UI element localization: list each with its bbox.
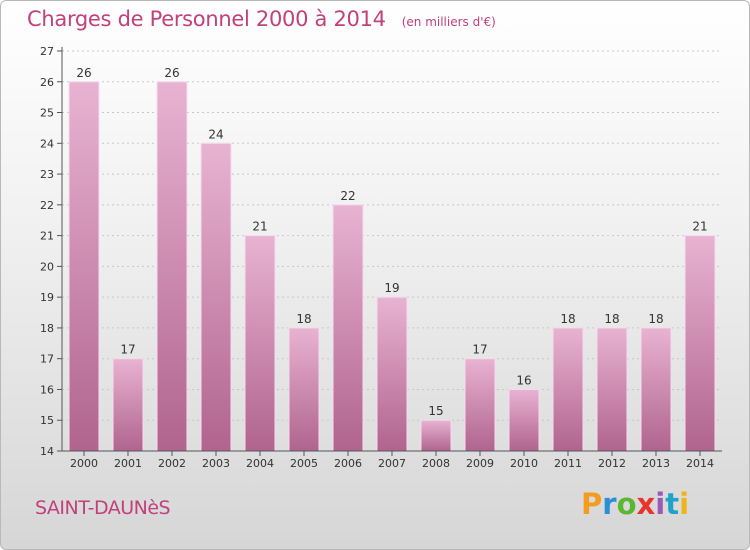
data-label: 17 <box>472 343 487 357</box>
brand-logo: Proxiti <box>581 487 689 521</box>
data-label: 18 <box>296 312 311 326</box>
x-tick-label: 2003 <box>202 457 230 470</box>
data-label: 21 <box>692 220 707 234</box>
y-tick-label: 23 <box>40 168 54 181</box>
y-tick-label: 25 <box>40 107 54 120</box>
bar-2014 <box>684 235 716 452</box>
brand-letter: P <box>581 487 603 521</box>
title-line: Charges de Personnel 2000 à 2014 (en mill… <box>27 7 496 31</box>
x-tick-label: 2001 <box>114 457 142 470</box>
place-name: SAINT-DAUNèS <box>35 497 171 519</box>
bar-2006 <box>332 204 364 452</box>
bar-2004 <box>244 235 276 452</box>
x-tick-label: 2009 <box>466 457 494 470</box>
bar-2005 <box>288 327 320 452</box>
x-tick-label: 2013 <box>642 457 670 470</box>
data-label: 21 <box>252 220 267 234</box>
x-tick-label: 2008 <box>422 457 450 470</box>
y-tick-label: 15 <box>40 414 54 427</box>
y-tick-label: 17 <box>40 353 54 366</box>
bar-2008 <box>420 419 452 452</box>
brand-letter: o <box>616 487 637 521</box>
brand-letter: t <box>665 487 680 521</box>
x-tick-label: 2002 <box>158 457 186 470</box>
data-label: 18 <box>648 312 663 326</box>
y-tick-label: 21 <box>40 230 54 243</box>
brand-letter: x <box>636 487 656 521</box>
y-tick-label: 24 <box>40 137 54 150</box>
bar-2001 <box>112 358 144 452</box>
x-tick-label: 2005 <box>290 457 318 470</box>
axes: 14 15 16 17 18 19 20 21 22 23 24 25 26 27 2000 2001 2002… <box>40 45 722 470</box>
data-label: 19 <box>384 281 399 295</box>
brand-letter: i <box>655 487 666 521</box>
y-tick-label: 14 <box>40 445 54 458</box>
data-label: 15 <box>428 404 443 418</box>
x-tick-label: 2010 <box>510 457 538 470</box>
y-tick-label: 27 <box>40 45 54 58</box>
y-tick-label: 22 <box>40 199 54 212</box>
data-label: 18 <box>560 312 575 326</box>
bar-2011 <box>552 327 584 452</box>
y-tick-label: 19 <box>40 291 54 304</box>
data-label: 26 <box>164 66 179 80</box>
x-tick-label: 2014 <box>686 457 714 470</box>
data-labels: 26 17 26 24 21 18 22 19 15 17 16 18 18 18 21 <box>76 66 707 418</box>
data-label: 22 <box>340 189 355 203</box>
y-tick-label: 16 <box>40 383 54 396</box>
bar-2007 <box>376 296 408 452</box>
bar-2012 <box>596 327 628 452</box>
y-tick-label: 26 <box>40 76 54 89</box>
bar-2013 <box>640 327 672 452</box>
bar-2002 <box>156 81 188 452</box>
data-label: 24 <box>208 127 223 141</box>
data-label: 18 <box>604 312 619 326</box>
bar-2009 <box>464 358 496 452</box>
x-tick-label: 2011 <box>554 457 582 470</box>
chart-unit: (en milliers d'€) <box>401 15 496 29</box>
x-tick-label: 2006 <box>334 457 362 470</box>
bar-2003 <box>200 142 232 452</box>
bar-2000 <box>68 81 100 452</box>
data-label: 16 <box>516 373 531 387</box>
y-tick-label: 18 <box>40 322 54 335</box>
brand-letter: r <box>602 487 617 521</box>
x-tick-label: 2007 <box>378 457 406 470</box>
data-label: 26 <box>76 66 91 80</box>
x-tick-label: 2000 <box>70 457 98 470</box>
x-tick-label: 2012 <box>598 457 626 470</box>
y-tick-label: 20 <box>40 260 54 273</box>
bar-2010 <box>508 388 540 452</box>
chart-title: Charges de Personnel 2000 à 2014 <box>27 7 386 31</box>
brand-letter: i <box>679 487 690 521</box>
x-tick-label: 2004 <box>246 457 274 470</box>
data-label: 17 <box>120 343 135 357</box>
